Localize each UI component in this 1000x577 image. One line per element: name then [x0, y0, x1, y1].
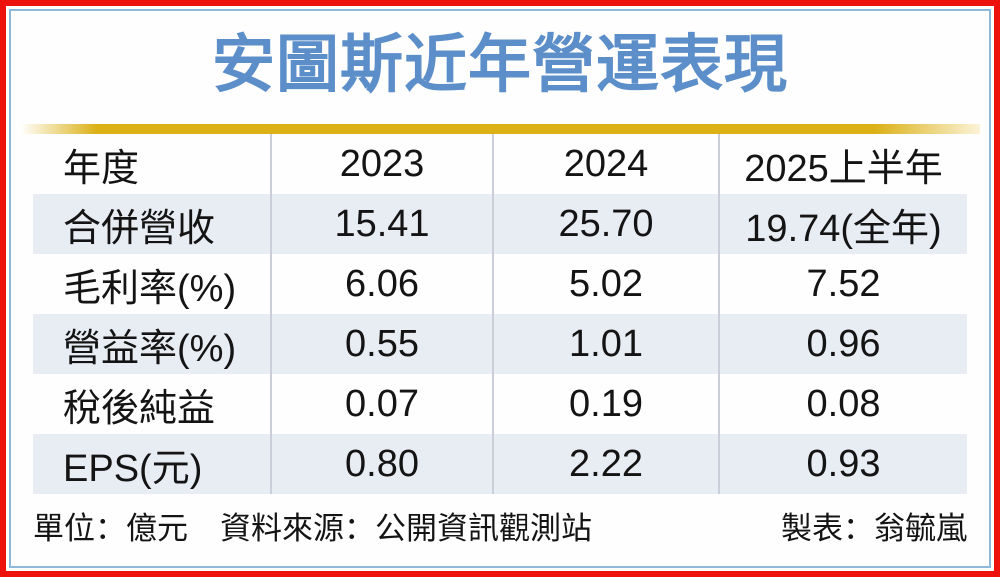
cell-value: 0.96	[718, 314, 967, 374]
row-label: EPS(元)	[63, 447, 203, 490]
table-header-row: 年度 2023 2024 2025上半年	[33, 134, 967, 194]
cell-value: 19.74(全年)	[718, 194, 967, 254]
footer: 單位：億元 資料來源：公開資訊觀測站 製表：翁毓嵐	[33, 503, 967, 548]
footer-notes: 單位：億元 資料來源：公開資訊觀測站	[33, 503, 592, 548]
cell-value: 15.41	[270, 194, 492, 254]
unit-note: 單位：億元	[33, 511, 188, 546]
financial-table: 年度 2023 2024 2025上半年合併營收 15.41 25.70 19.74(全年)…	[33, 134, 967, 494]
header-year: 2024	[492, 134, 718, 194]
cell-value: 7.52	[718, 254, 967, 314]
table-row: 稅後純益 0.07 0.19 0.08	[33, 374, 967, 434]
page-title: 安圖斯近年營運表現	[212, 30, 788, 100]
cell-value: 0.08	[718, 374, 967, 434]
cell-value: 1.01	[492, 314, 718, 374]
header-year: 2023	[270, 134, 492, 194]
row-label: 合併營收	[63, 207, 216, 250]
infographic-inner-border: 安圖斯近年營運表現 年度 2023 2024 2025上半年合併營收 15.41 25.7…	[9, 9, 991, 568]
header-label: 年度	[63, 147, 140, 190]
cell-value: 0.07	[270, 374, 492, 434]
cell-value: 25.70	[492, 194, 718, 254]
table-row: EPS(元) 0.80 2.22 0.93	[33, 434, 967, 494]
cell-value: 0.55	[270, 314, 492, 374]
cell-value: 0.93	[718, 434, 967, 494]
cell-value: 5.02	[492, 254, 718, 314]
gold-divider	[20, 124, 980, 134]
cell-value: 2.22	[492, 434, 718, 494]
row-label: 毛利率(%)	[63, 267, 237, 310]
row-label: 稅後純益	[63, 387, 216, 430]
cell-value: 0.80	[270, 434, 492, 494]
table-row: 合併營收 15.41 25.70 19.74(全年)	[33, 194, 967, 254]
source-note: 資料來源：公開資訊觀測站	[220, 511, 592, 546]
credit-note: 製表：翁毓嵐	[781, 511, 967, 546]
header-year: 2025上半年	[718, 134, 967, 194]
table-row: 毛利率(%) 6.06 5.02 7.52	[33, 254, 967, 314]
cell-value: 0.19	[492, 374, 718, 434]
cell-value: 6.06	[270, 254, 492, 314]
row-label: 營益率(%)	[63, 327, 237, 370]
table-row: 營益率(%) 0.55 1.01 0.96	[33, 314, 967, 374]
